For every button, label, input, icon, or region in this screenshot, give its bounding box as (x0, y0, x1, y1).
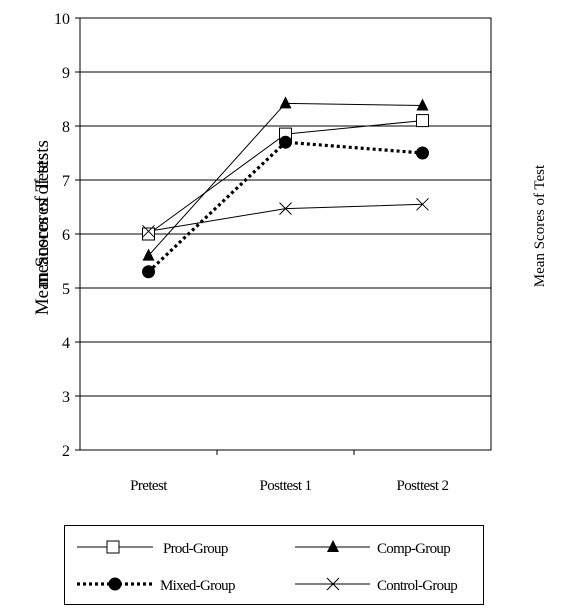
data-point-control-group (142, 224, 155, 238)
legend-label-control-group: Control-Group (377, 578, 457, 594)
data-point-comp-group (279, 96, 292, 109)
x-category-label: Posttest 1 (260, 478, 312, 494)
grid-lines (80, 71, 491, 397)
y-tick-label: 2 (62, 443, 70, 460)
legend-marker-comp-group (327, 540, 339, 552)
y-tick-label: 8 (62, 119, 70, 136)
data-point-comp-group (416, 98, 429, 111)
y-axis-label-overlay: meanscores of tests (32, 140, 53, 288)
x-category-label: Posttest 2 (397, 478, 449, 494)
y-axis-label-right: Mean Scores of Test (532, 164, 548, 287)
y-tick-label: 4 (62, 335, 70, 352)
x-category-label: Pretest (130, 478, 168, 494)
legend-entries: Prod-Group Comp-Group Mixed-Group Control-G… (77, 540, 458, 594)
legend-marker-prod-group (106, 540, 120, 554)
y-tick-label: 5 (62, 281, 70, 298)
legend: Prod-Group Comp-Group Mixed-Group Control-G… (64, 525, 484, 605)
data-point-control-group (279, 202, 292, 215)
legend-label-mixed-group: Mixed-Group (160, 578, 235, 594)
data-point-mixed-group (416, 146, 429, 160)
y-axis-ticks: 2 3 4 5 6 7 8 9 10 (54, 11, 80, 460)
y-tick-label: 6 (62, 227, 70, 244)
x-axis-categories: Pretest Posttest 1 Posttest 2 (130, 450, 449, 494)
series-line-mixed-group (147, 140, 423, 273)
legend-label-comp-group: Comp-Group (377, 541, 450, 557)
data-point-prod-group (142, 227, 155, 241)
data-point-control-group (416, 197, 429, 211)
data-point-mixed-group (142, 265, 155, 279)
y-tick-label: 7 (62, 173, 70, 190)
legend-label-prod-group: Prod-Group (163, 541, 228, 557)
data-point-comp-group (142, 248, 155, 261)
y-axis-label: Mean Scores of Tests (32, 153, 53, 315)
legend-marker-mixed-group (108, 577, 122, 591)
y-tick-label: 3 (62, 389, 70, 406)
series-layer (142, 96, 429, 279)
y-tick-label: 10 (54, 11, 70, 28)
legend-marker-control-group (326, 577, 340, 591)
data-point-prod-group (416, 114, 429, 128)
data-point-mixed-group (279, 135, 292, 149)
y-tick-label: 9 (62, 65, 70, 82)
